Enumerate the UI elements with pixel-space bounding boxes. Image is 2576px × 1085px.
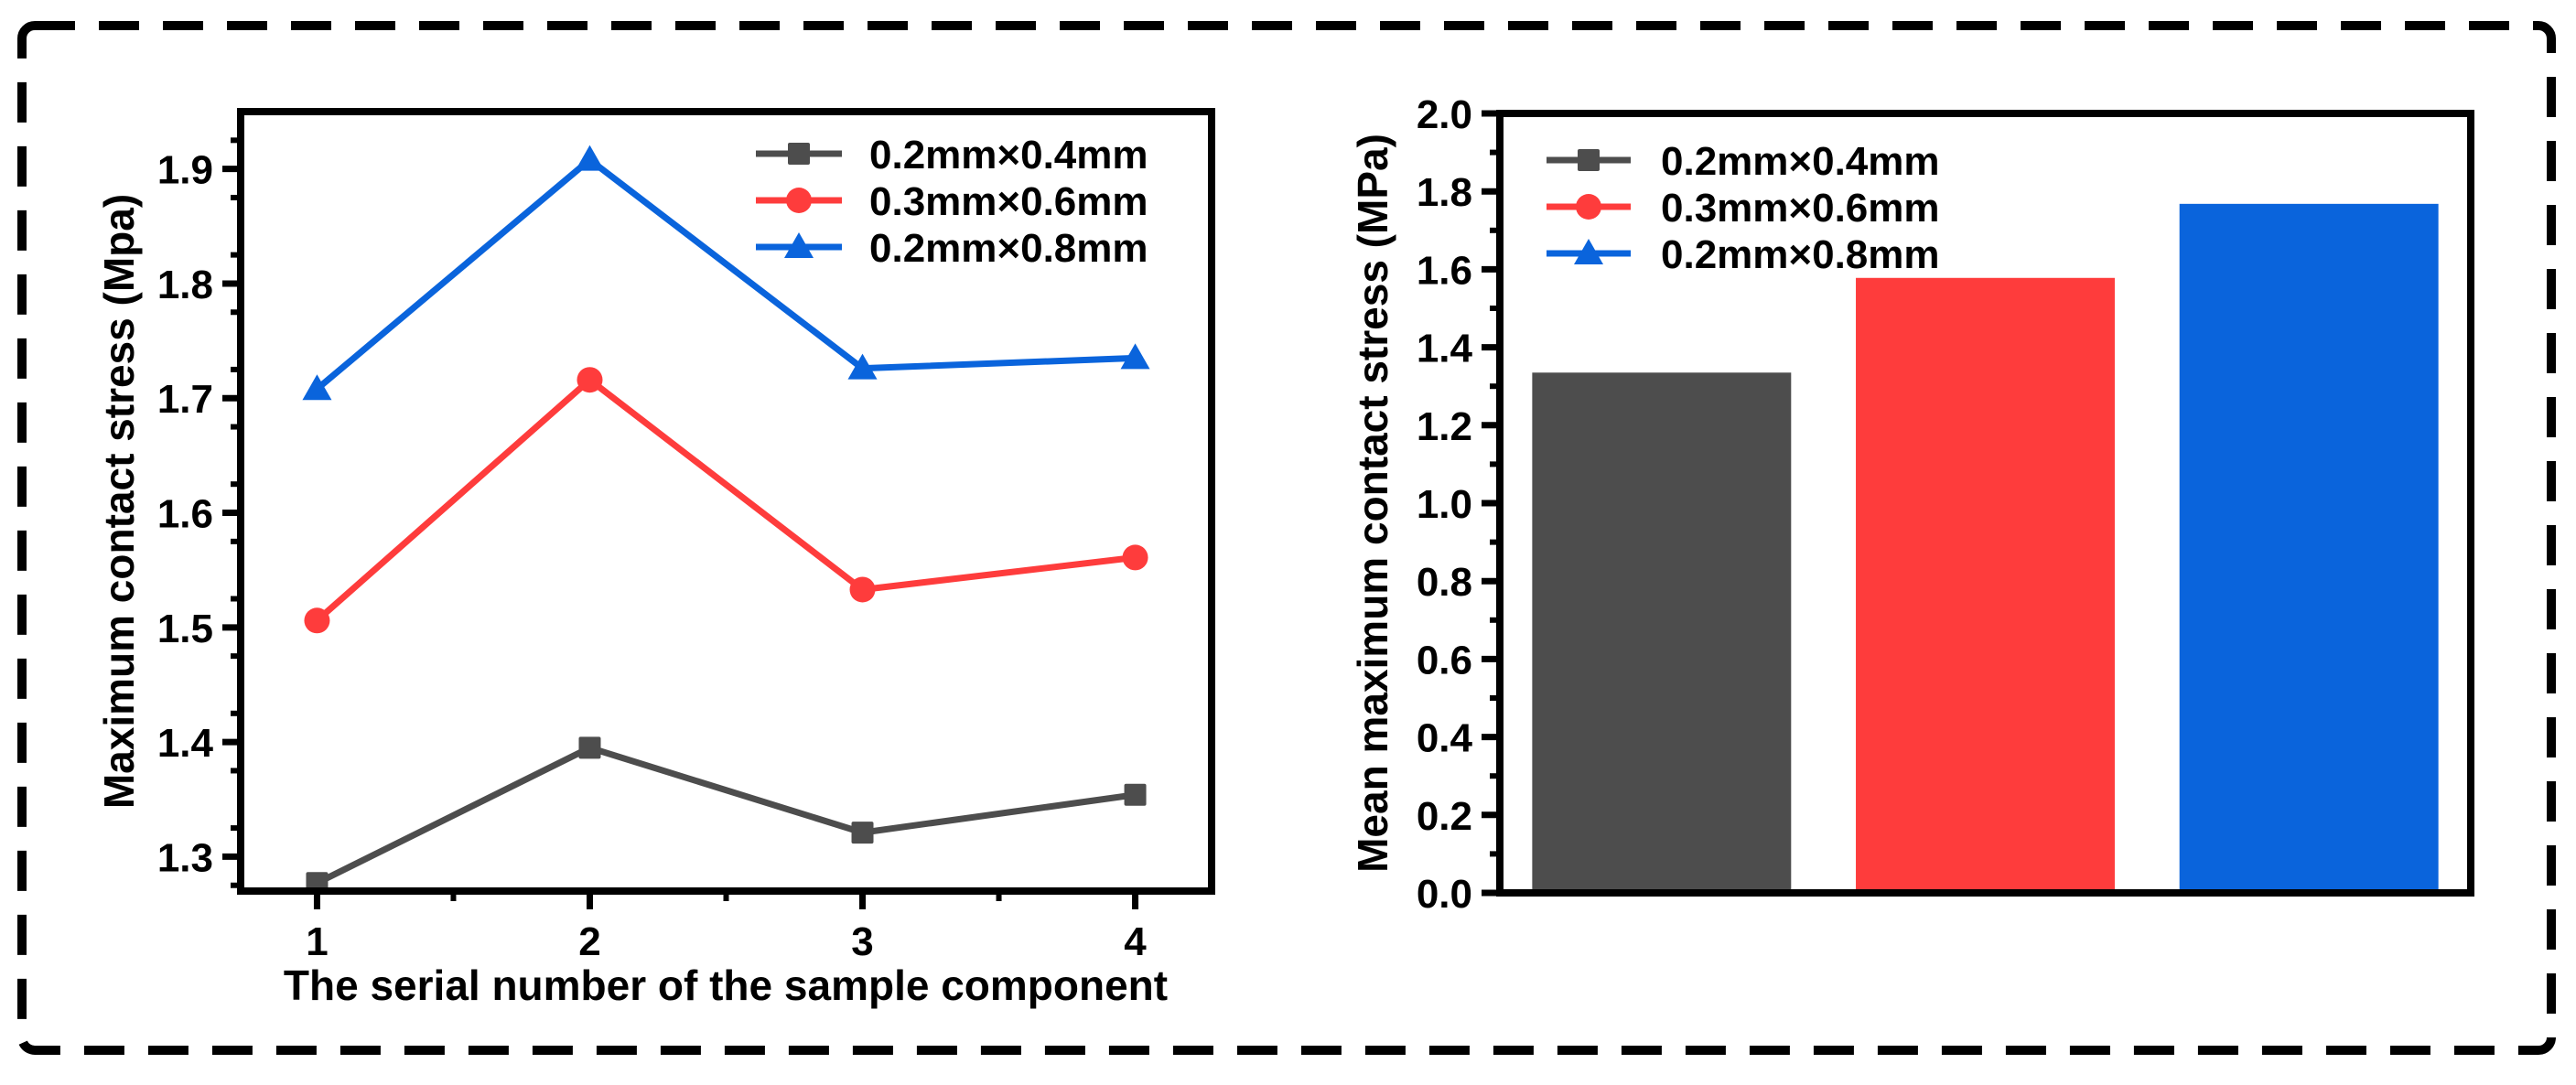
legend-label-3: 0.2mm×0.8mm — [869, 226, 1148, 271]
line-series-1-point — [1124, 783, 1147, 806]
line-chart-y-tick-label: 1.5 — [157, 607, 213, 651]
bar-3 — [2179, 203, 2439, 893]
bar-legend-label-1: 0.2mm×0.4mm — [1661, 139, 1940, 184]
bar-legend-label-3: 0.2mm×0.8mm — [1661, 232, 1940, 277]
bar-chart-y-tick-label: 0.0 — [1417, 872, 1472, 917]
legend-marker-1 — [788, 143, 810, 165]
line-chart-y-axis-label: Maximum contact stress (Mpa) — [95, 194, 143, 809]
legend-label-2: 0.3mm×0.6mm — [869, 179, 1148, 224]
line-chart-y-tick-label: 1.4 — [157, 721, 214, 766]
line-chart-y-tick-label: 1.6 — [157, 492, 213, 537]
line-series-3-point — [847, 353, 878, 380]
bar-chart-y-tick-label: 0.2 — [1417, 794, 1472, 839]
bar-chart-y-tick-label: 1.2 — [1417, 404, 1472, 449]
bar-2 — [1856, 277, 2115, 894]
line-series-2-point — [304, 607, 330, 634]
bar-chart-y-tick-label: 1.0 — [1417, 482, 1472, 527]
bar-chart-y-tick-label: 0.4 — [1417, 716, 1473, 761]
bar-chart-y-tick-label: 0.8 — [1417, 560, 1472, 605]
line-series-3 — [315, 156, 1136, 392]
line-chart-y-tick-label: 1.8 — [157, 263, 213, 307]
line-chart-x-axis-label: The serial number of the sample componen… — [284, 961, 1168, 1009]
line-series-3-point — [1120, 343, 1150, 370]
bar-chart-y-tick-label: 1.6 — [1417, 248, 1472, 293]
bar-1 — [1532, 372, 1792, 893]
line-chart-y-tick-label: 1.3 — [157, 835, 213, 880]
bar-chart-y-tick-label: 1.4 — [1417, 327, 1473, 371]
bar-chart-y-axis-label: Mean maximum contact stress (MPa) — [1349, 134, 1396, 873]
line-chart-y-tick-label: 1.9 — [157, 148, 213, 193]
legend-marker-2 — [786, 188, 812, 213]
line-series-1-point — [851, 822, 874, 844]
bar-chart-y-tick-label: 1.8 — [1417, 170, 1472, 215]
bar-chart: 0.0 0.2 0.4 0.6 0.8 1.0 1.2 1.4 1.6 1.8 2.0 Mean m… — [1349, 92, 2474, 917]
line-chart-x-tick-label: 2 — [578, 919, 600, 964]
line-series-3-point — [575, 145, 605, 171]
bar-legend-marker-1 — [1578, 149, 1600, 171]
bar-chart-y-tick-label: 0.6 — [1417, 638, 1472, 682]
bar-legend-label-2: 0.3mm×0.6mm — [1661, 186, 1940, 231]
line-series-2-point — [1122, 544, 1148, 571]
line-series-3-point — [302, 374, 332, 401]
line-series-2 — [315, 376, 1136, 623]
legend-marker-3 — [784, 232, 814, 258]
line-series-1-point — [578, 736, 601, 759]
dashed-border — [17, 21, 2556, 1055]
line-series-2-point — [577, 367, 603, 393]
line-chart-x-tick-label: 4 — [1124, 919, 1147, 964]
line-series-1 — [315, 744, 1137, 886]
line-series-2-point — [849, 576, 876, 603]
line-chart-x-tick-label: 1 — [306, 919, 328, 964]
line-chart-x-tick-label: 3 — [851, 919, 873, 964]
legend-label-1: 0.2mm×0.4mm — [869, 133, 1148, 177]
bar-legend-marker-2 — [1576, 194, 1601, 220]
line-chart: 1.3 1.4 1.5 1.6 1.7 1.8 1.9 1 2 3 4 Maximum contac… — [95, 108, 1215, 1009]
bar-legend-marker-3 — [1574, 239, 1603, 264]
bar-chart-y-tick-label: 2.0 — [1417, 92, 1472, 137]
line-chart-y-tick-label: 1.7 — [157, 377, 213, 422]
